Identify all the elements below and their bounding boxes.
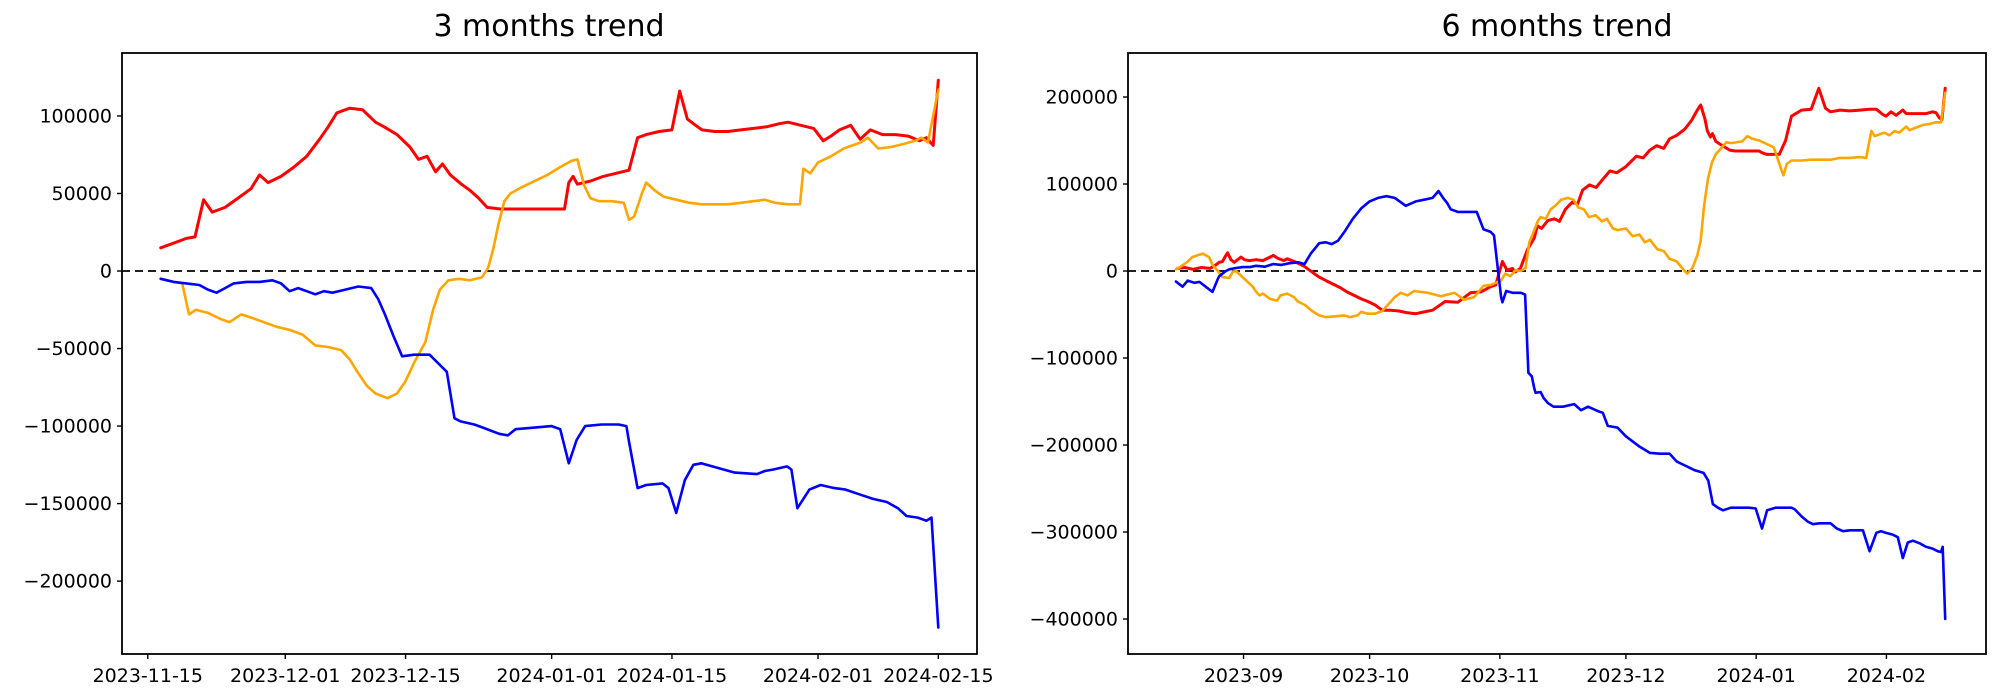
plot-border <box>121 52 978 655</box>
x-tick-label: 2023-11-15 <box>93 665 203 687</box>
x-tick-label: 2023-12-01 <box>230 665 340 687</box>
y-tick-label: −50000 <box>36 338 112 360</box>
series-red-line <box>159 78 940 250</box>
x-tick-label: 2023-11 <box>1460 665 1539 687</box>
y-tick-label: −300000 <box>1030 522 1118 544</box>
x-tick-label: 2024-01-15 <box>617 665 727 687</box>
y-tick-label: 200000 <box>1045 87 1118 109</box>
chart-title-right: 6 months trend <box>1441 9 1672 44</box>
series-red-line <box>1176 86 1947 316</box>
series-orange-line <box>159 88 940 400</box>
y-tick-label: 50000 <box>52 183 112 205</box>
x-tick-label: 2024-02-15 <box>883 665 993 687</box>
x-tick-label: 2023-10 <box>1330 665 1409 687</box>
y-tick-label: 0 <box>1106 261 1118 283</box>
series-orange-line <box>1174 91 1947 319</box>
plot-areas: 2023-11-15 2023-12-01 2023-12-15 2024-01-01… <box>24 52 1987 687</box>
y-tick-label: −100000 <box>1030 348 1118 370</box>
series-blue-line <box>159 277 940 629</box>
y-tick-label: −100000 <box>24 416 112 438</box>
x-tick-label: 2024-02-01 <box>763 665 873 687</box>
x-tick-label: 2023-12 <box>1586 665 1665 687</box>
chart-title-left: 3 months trend <box>433 9 664 44</box>
x-tick-label: 2024-02 <box>1847 665 1926 687</box>
x-tick-label: 2023-09 <box>1204 665 1283 687</box>
y-tick-label: 0 <box>100 261 112 283</box>
y-tick-label: 100000 <box>39 105 112 127</box>
series-blue-line <box>1174 189 1947 621</box>
x-tick-label: 2024-01 <box>1716 665 1795 687</box>
y-tick-label: −200000 <box>1030 435 1118 457</box>
y-tick-label: −150000 <box>24 493 112 515</box>
y-tick-label: 100000 <box>1045 174 1118 196</box>
plot-border <box>1127 52 1987 655</box>
y-tick-label: −200000 <box>24 571 112 593</box>
x-tick-label: 2024-01-01 <box>496 665 606 687</box>
x-tick-label: 2023-12-15 <box>350 665 460 687</box>
y-tick-label: −400000 <box>1030 609 1118 631</box>
